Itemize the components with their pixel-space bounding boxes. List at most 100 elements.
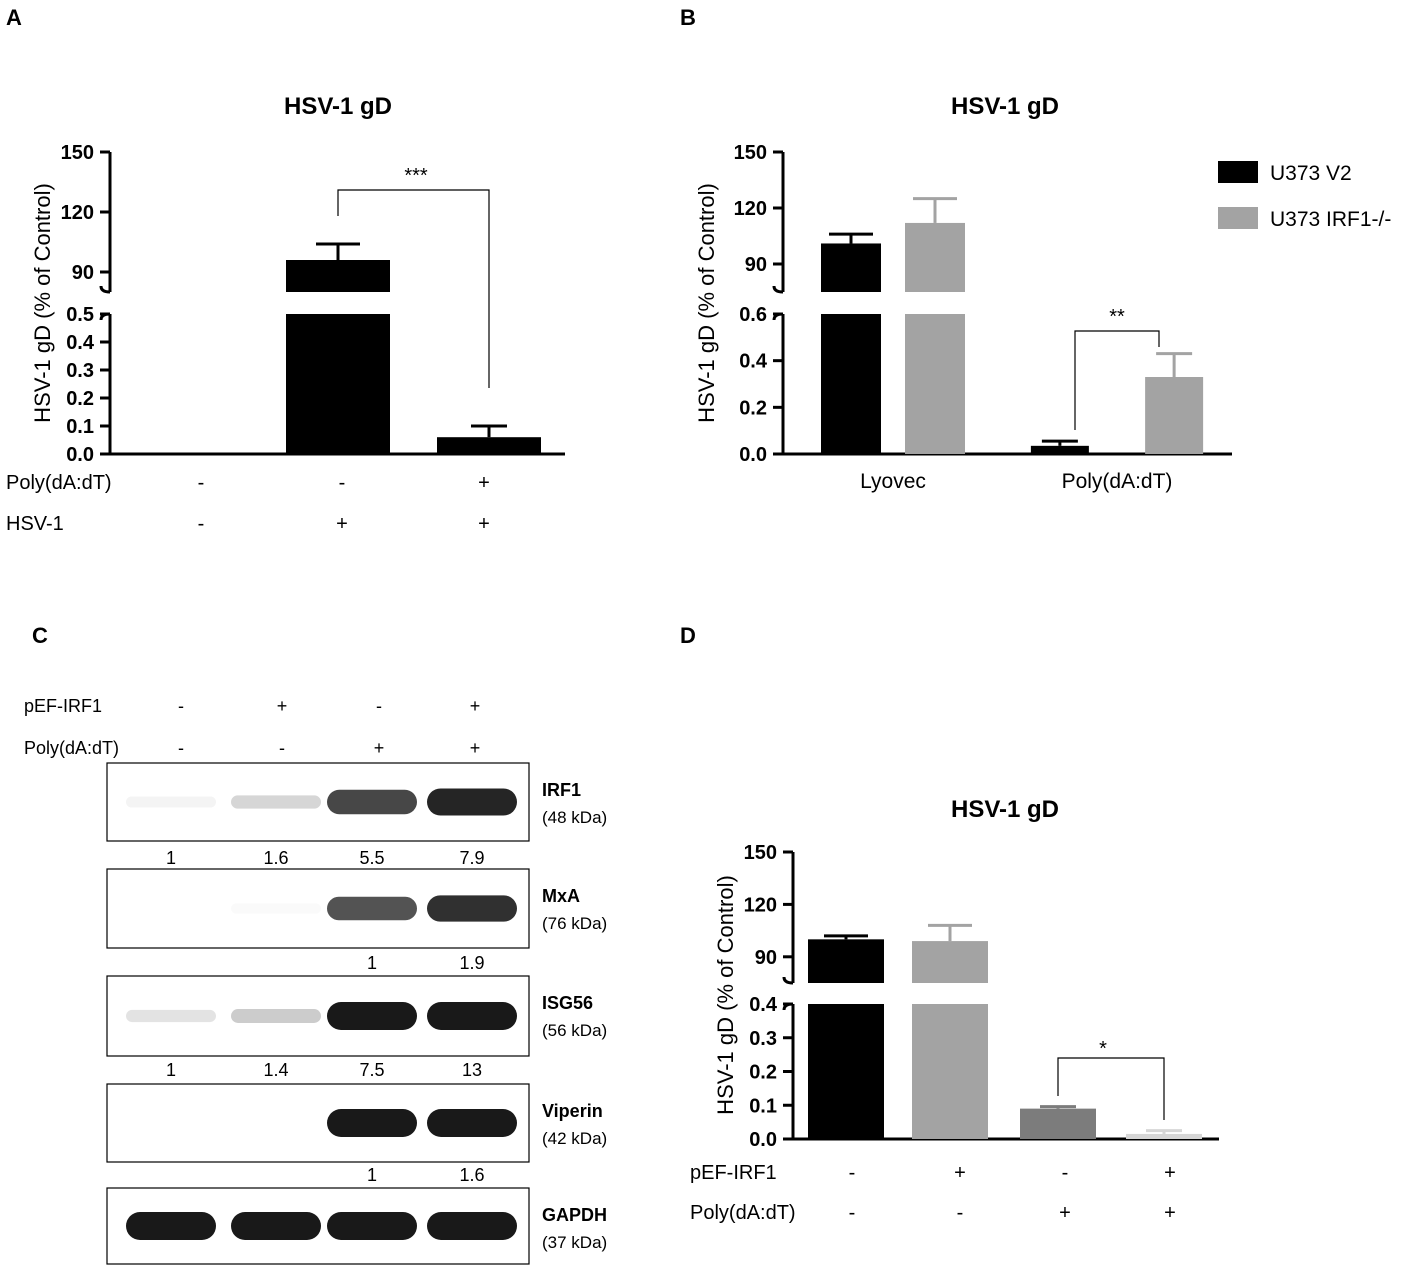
- panel-b-legend-swatch: [1218, 207, 1258, 229]
- panel-a-cond-label-1: Poly(dA:dT): [6, 472, 112, 494]
- panel-b-legend-label: U373 IRF1-/-: [1270, 208, 1391, 231]
- panel-b-legend-label: U373 V2: [1270, 162, 1352, 185]
- blot-protein-name: Viperin: [542, 1101, 603, 1121]
- panel-b-legend-swatch: [1218, 161, 1258, 183]
- blot-quantification: 1: [367, 1165, 377, 1185]
- panel-a-ytick-label: 120: [61, 202, 94, 224]
- panel-a-ytick-label: 0.2: [66, 388, 94, 410]
- panel-b-bars: Lyovec Poly(dA:dT): [821, 197, 1204, 493]
- blot-quantification: 1: [166, 848, 176, 868]
- blot-protein-size: (42 kDa): [542, 1129, 607, 1148]
- blot-quantification: 1: [166, 1060, 176, 1080]
- panel-d-significance: *: [1099, 1038, 1107, 1060]
- panel-b-ylabel: HSV-1 gD (% of Control): [694, 183, 719, 423]
- blot-band: [126, 1212, 216, 1240]
- panel-b-break-mark-upper: [772, 285, 784, 294]
- panel-letter-b: B: [680, 5, 696, 30]
- panel-c-cond-sign: +: [470, 738, 481, 758]
- panel-letter-c: C: [32, 623, 48, 648]
- panel-a-ylabel: HSV-1 gD (% of Control): [30, 183, 55, 423]
- panel-d-cond-label-2: Poly(dA:dT): [690, 1202, 796, 1224]
- blot-band: [327, 1002, 417, 1030]
- panel-d-bar-upper: [912, 941, 988, 983]
- panel-a-cond-sign: -: [198, 513, 205, 535]
- blot-protein-size: (76 kDa): [542, 914, 607, 933]
- panel-d-ytick-label: 90: [755, 947, 777, 969]
- panel-d-bar: [1126, 1133, 1202, 1139]
- panel-d-cond-sign: +: [1164, 1162, 1176, 1184]
- panel-a-ytick-label: 0.3: [66, 360, 94, 382]
- panel-a-ytick-label: 90: [72, 262, 94, 284]
- blot-protein-name: ISG56: [542, 993, 593, 1013]
- blot-quantification: 1.6: [459, 1165, 484, 1185]
- panel-b-title: HSV-1 gD: [951, 93, 1059, 120]
- panel-a-cond-sign: +: [478, 472, 490, 494]
- panel-b-bar-upper: [821, 243, 881, 292]
- blot-band: [231, 795, 321, 809]
- panel-d-ytick-label: 0.0: [749, 1129, 777, 1151]
- panel-c-blots: IRF1 (48 kDa) 1 1.6 5.5 7.9 MxA (76 kDa) 1 1.9 ISG…: [106, 762, 607, 1265]
- panel-a-break-mark-upper: [99, 285, 111, 294]
- blot-band: [327, 896, 417, 921]
- panel-a-cond-sign: -: [198, 472, 205, 494]
- panel-b-xtick-label: Poly(dA:dT): [1062, 470, 1173, 493]
- panel-c-cond-label-2: Poly(dA:dT): [24, 738, 119, 758]
- panel-a-ytick-label: 0.1: [66, 416, 94, 438]
- panel-b: B HSV-1 gD HSV-1 gD (% of Control) 0.0 0.…: [680, 5, 1391, 493]
- panel-c-cond-sign: +: [374, 738, 385, 758]
- blot-protein-name: IRF1: [542, 780, 581, 800]
- panel-c-cond-sign: -: [178, 738, 184, 758]
- blot-protein-size: (37 kDa): [542, 1233, 607, 1252]
- panel-b-bar: [1145, 377, 1204, 454]
- panel-b-significance: **: [1109, 306, 1125, 328]
- panel-letter-a: A: [6, 5, 22, 30]
- blot-quantification: 5.5: [359, 848, 384, 868]
- panel-a: A HSV-1 gD HSV-1 gD (% of Control) 0.0 0.…: [6, 5, 565, 535]
- blot-band: [231, 1212, 321, 1240]
- panel-b-ytick-label: 0.4: [739, 351, 768, 373]
- blot-quantification: 1.4: [263, 1060, 288, 1080]
- blot-band: [327, 789, 417, 815]
- panel-d-significance-bracket: [1057, 1057, 1165, 1120]
- blot-band: [427, 1212, 517, 1240]
- panel-d-cond-sign: +: [1059, 1202, 1071, 1224]
- panel-d-cond-sign: -: [849, 1202, 856, 1224]
- blot-quantification: 7.9: [459, 848, 484, 868]
- blot-band: [427, 1002, 517, 1030]
- panel-a-ytick-label: 150: [61, 142, 94, 164]
- blot-protein-name: GAPDH: [542, 1205, 607, 1225]
- panel-a-ytick-label: 0.5: [66, 304, 94, 326]
- panel-d-bar-lower: [912, 1004, 988, 1139]
- panel-c-cond-label-1: pEF-IRF1: [24, 696, 102, 716]
- panel-b-legend: U373 V2 U373 IRF1-/-: [1218, 161, 1391, 231]
- blot-band: [327, 1109, 417, 1137]
- panel-d-ytick-label: 0.2: [749, 1062, 777, 1084]
- blot-band: [126, 796, 216, 808]
- blot-band: [427, 895, 517, 922]
- panel-d-ylabel: HSV-1 gD (% of Control): [713, 875, 738, 1115]
- panel-a-cond-sign: +: [478, 513, 490, 535]
- panel-c: C pEF-IRF1 Poly(dA:dT) - + - + - - + + IRF1 (48 …: [24, 623, 607, 1265]
- panel-d-cond-label-1: pEF-IRF1: [690, 1162, 777, 1184]
- panel-d-bar-upper: [808, 939, 884, 983]
- panel-b-ytick-label: 150: [734, 142, 767, 164]
- blot-band: [126, 1009, 216, 1023]
- panel-a-cond-label-2: HSV-1: [6, 513, 64, 535]
- panel-d-bar-lower: [808, 1004, 884, 1139]
- blot-protein-size: (48 kDa): [542, 808, 607, 827]
- blot-band: [231, 1009, 321, 1023]
- panel-d-cond-sign: +: [954, 1162, 966, 1184]
- blot-band: [231, 903, 321, 914]
- panel-c-cond-sign: -: [178, 696, 184, 716]
- panel-d-bar: [1020, 1108, 1096, 1139]
- blot-quantification: 1: [367, 953, 377, 973]
- blot-band: [327, 1212, 417, 1240]
- panel-d: D HSV-1 gD HSV-1 gD (% of Control) 0.00.…: [680, 623, 1219, 1224]
- panel-d-bars: [808, 923, 1202, 1139]
- panel-a-ytick-label: 0.0: [66, 444, 94, 466]
- panel-letter-d: D: [680, 623, 696, 648]
- panel-a-cond-sign: -: [339, 472, 346, 494]
- panel-d-conditions: - + - + - - + +: [849, 1162, 1176, 1224]
- panel-d-ytick-label: 0.4: [749, 994, 778, 1016]
- panel-a-ytick-label: 0.4: [66, 332, 95, 354]
